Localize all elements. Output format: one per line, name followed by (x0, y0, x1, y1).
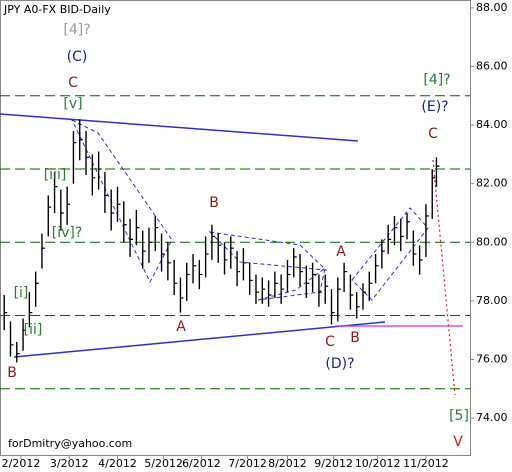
projection-line (432, 159, 456, 396)
x-tick-label: 9/2012 (314, 457, 353, 470)
wave-label: [iii] (44, 167, 67, 183)
x-tick-label: 4/2012 (98, 457, 137, 470)
wave-label: (D)? (325, 356, 354, 372)
upper-trendline (0, 113, 359, 142)
x-tick-label: 11/2012 (403, 457, 449, 470)
wave-label: [5] (449, 408, 469, 424)
wave-label: [4]? (423, 72, 450, 88)
chart-title: JPY A0-FX BID-Daily (3, 3, 111, 16)
x-tick-label: 10/2012 (355, 457, 401, 470)
wave-label: A (176, 319, 186, 335)
y-tick-label: 82.00 (476, 177, 508, 190)
wave-label: C (325, 334, 335, 350)
wave-label: V (453, 434, 463, 450)
y-tick-label: 86.00 (476, 60, 508, 73)
channel (351, 207, 429, 301)
wave-label: [ii] (24, 322, 43, 338)
wave-label: B (7, 365, 17, 381)
wave-label: (C) (67, 49, 88, 65)
x-tick-label: 5/2012 (144, 457, 183, 470)
y-tick-label: 76.00 (476, 352, 508, 365)
wave-label: [v] (63, 96, 82, 112)
wave-label: A (336, 244, 346, 260)
wave-label: B (350, 330, 360, 346)
footer: forDmitry@yahoo.com (8, 437, 132, 450)
y-tick-label: 84.00 (476, 118, 508, 131)
wave-label: [iv]? (52, 225, 83, 241)
x-tick-label: 6/2012 (182, 457, 221, 470)
channel (257, 266, 326, 301)
x-tick-label: 3/2012 (50, 457, 89, 470)
wave-label: (E)? (421, 99, 448, 115)
lower-trendline (13, 321, 386, 358)
plot-frame (0, 0, 471, 456)
x-tick-label: 7/2012 (228, 457, 267, 470)
wave-label: [i] (14, 285, 29, 301)
wave-label: C (68, 75, 78, 91)
y-tick-label: 88.00 (476, 1, 508, 14)
y-tick-label: 80.00 (476, 235, 508, 248)
y-tick-label: 74.00 (476, 411, 508, 424)
channel (208, 231, 328, 271)
wave-label: [4]? (63, 22, 90, 38)
x-tick-label: 8/2012 (268, 457, 307, 470)
wave-label: B (209, 195, 219, 211)
y-tick-label: 78.00 (476, 294, 508, 307)
x-tick-label: 2/2012 (2, 457, 41, 470)
wave-label: C (428, 126, 438, 142)
